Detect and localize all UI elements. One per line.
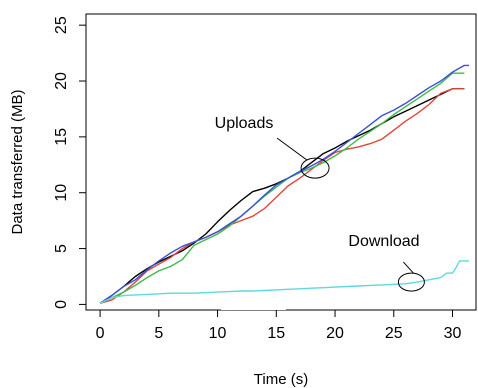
x-tick-label: 20 — [326, 325, 344, 342]
annotation-layer: Uploads Download — [215, 115, 425, 310]
x-tick-label: 15 — [267, 325, 285, 342]
tick-layer: 0 5 10 15 20 25 30 0 5 10 15 20 25 — [53, 16, 462, 342]
y-tick-label: 15 — [53, 128, 70, 146]
download-leader-line — [403, 261, 414, 274]
y-tick-label: 0 — [53, 300, 70, 309]
series-line-2 — [99, 88, 465, 304]
download-ellipse — [397, 272, 425, 292]
y-tick-label: 25 — [53, 16, 70, 34]
series-line-3 — [99, 72, 465, 304]
x-tick-label: 5 — [154, 325, 163, 342]
x-tick-label: 0 — [96, 325, 105, 342]
x-tick-label: 30 — [444, 325, 462, 342]
x-tick-label: 10 — [209, 325, 227, 342]
download-label: Download — [348, 233, 419, 250]
y-axis-title: Data transferred (MB) — [9, 89, 26, 234]
y-tick-label: 20 — [53, 72, 70, 90]
plot-frame — [85, 13, 477, 311]
series-line-5 — [99, 260, 469, 304]
uploads-leader-line — [276, 137, 308, 161]
x-axis-title: Time (s) — [254, 371, 308, 388]
x-tick-label: 25 — [385, 325, 403, 342]
series-line-4 — [99, 64, 469, 304]
plot-box — [85, 13, 477, 311]
series-layer — [99, 64, 469, 304]
series-line-1 — [99, 88, 465, 304]
y-tick-label: 5 — [53, 244, 70, 253]
y-tick-label: 10 — [53, 184, 70, 202]
uploads-ellipse — [300, 157, 330, 179]
uploads-label: Uploads — [215, 115, 274, 132]
